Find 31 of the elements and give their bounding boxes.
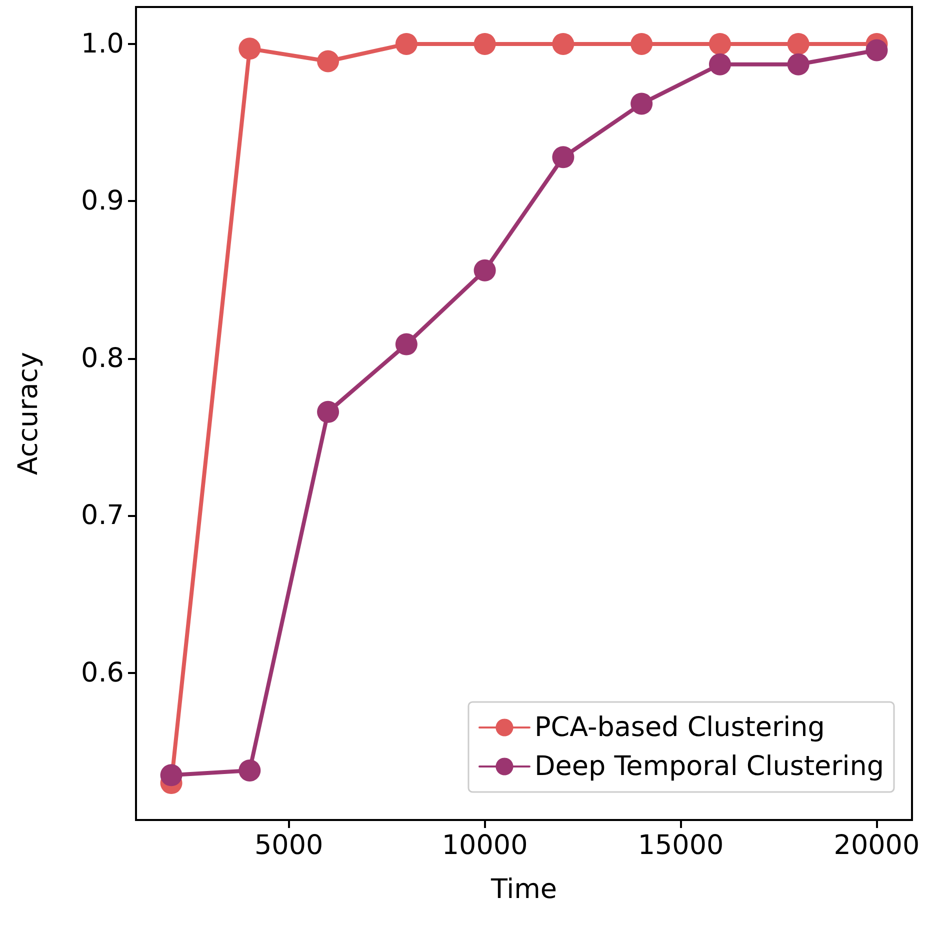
point: [630, 32, 653, 55]
point: [708, 53, 731, 76]
point: [787, 32, 810, 55]
point: [474, 32, 496, 55]
point: [160, 764, 182, 786]
point: [787, 53, 810, 76]
point: [238, 38, 261, 60]
y-tick-label: 0.9: [81, 186, 124, 217]
legend-label: Deep Temporal Clustering: [534, 751, 884, 782]
point: [395, 333, 418, 356]
point: [552, 32, 574, 55]
y-tick-label: 0.6: [81, 657, 124, 688]
x-tick-label: 15000: [638, 830, 724, 861]
point: [474, 259, 496, 282]
point: [238, 759, 261, 782]
y-axis-title: Accuracy: [13, 352, 44, 476]
point: [630, 92, 653, 115]
x-tick-label: 5000: [254, 830, 324, 861]
legend-label: PCA-based Clustering: [534, 712, 825, 743]
point: [708, 32, 731, 55]
y-tick-label: 0.8: [81, 342, 124, 374]
x-tick-label: 10000: [442, 830, 528, 861]
y-tick-label: 0.7: [81, 500, 124, 532]
point: [317, 50, 340, 72]
y-tick-label: 1.0: [81, 28, 124, 60]
point: [552, 146, 574, 168]
point: [395, 32, 418, 55]
x-axis-title: Time: [490, 874, 558, 905]
x-tick-label: 20000: [834, 830, 920, 861]
point: [866, 39, 888, 62]
point: [317, 400, 340, 423]
